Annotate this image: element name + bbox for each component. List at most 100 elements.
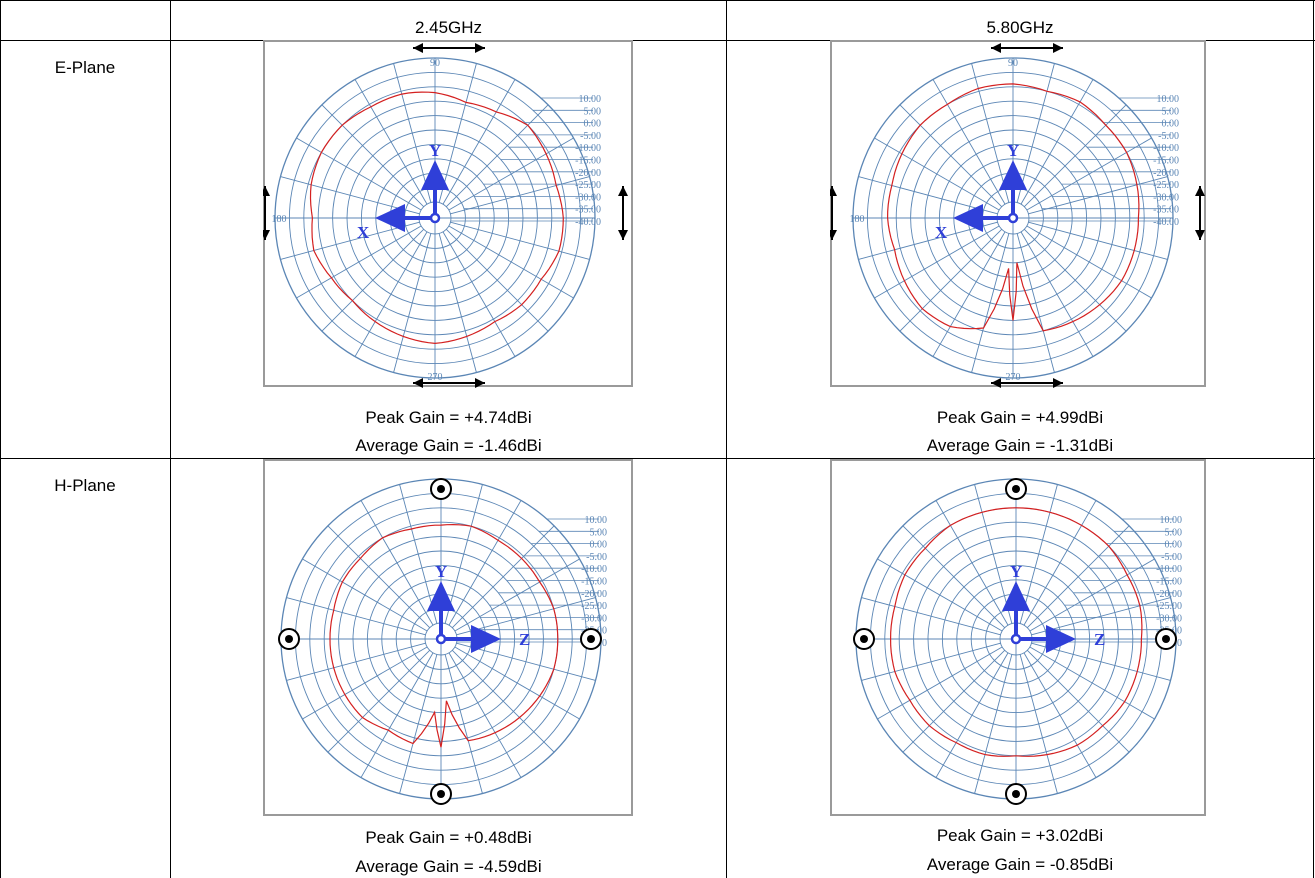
plot1-origin-marker (1007, 212, 1019, 224)
plot3-z-axis-arrowhead (1046, 625, 1076, 653)
plot1-polarization-arrow-top-head-a (1053, 43, 1063, 53)
polar-plot-e-plane-5-80ghz: 10.005.00 0.00-5.00-10.00 -15.00-20.00-25.… (830, 40, 1206, 388)
plot0-ring (317, 100, 553, 336)
peak-gain-e-2-45: Peak Gain = +4.74dBi (365, 408, 532, 427)
plot1-radial-tick-label: -20.00 (1153, 168, 1179, 179)
row-label-e-plane: E-Plane (54, 58, 116, 77)
plot2-ring (352, 550, 530, 728)
plot1-ring (881, 86, 1145, 350)
plot3-radial-tick-label: -25.00 (1156, 601, 1182, 612)
polar-plot-h-plane-5-80ghz: 10.005.00 0.00-5.00-10.00 -15.00-20.00-25.… (830, 459, 1206, 816)
plot1-radial-tick-label: 10.00 (1157, 94, 1180, 105)
plot1-radial-tick-label: -35.00 (1153, 205, 1179, 216)
plot0-radial-tick-label: -10.00 (575, 143, 601, 154)
plot0-radial-tick-label: 10.00 (579, 94, 602, 105)
plot3-origin-marker (1010, 633, 1022, 645)
plot0-polarization-arrow-top-head-a (475, 43, 485, 53)
plot3-axis-label-z: Z (1094, 630, 1105, 649)
polar-plot-h-plane-2-45ghz: 10.005.00 0.00-5.00-10.00 -15.00-20.00-25.… (263, 459, 633, 816)
plot2-radial-tick-label: -10.00 (581, 564, 607, 575)
plot0-radial-tick-label: -15.00 (575, 156, 601, 167)
plot2-radial-tick-label: -20.00 (581, 589, 607, 600)
plot0-polarization-arrow-bottom-head-b (413, 378, 423, 388)
plot3-polarization-dot-right-center (1162, 635, 1170, 643)
plot2-polarization-dot-top-center (437, 485, 445, 493)
plot0-ring (288, 71, 582, 365)
plot3-axis-label-y: Y (1010, 562, 1022, 581)
plot1-ring (924, 129, 1102, 307)
plot0-radial-tick-label: -40.00 (575, 217, 601, 228)
plot3-radial-tick-label: 0.00 (1165, 540, 1183, 551)
peak-gain-e-5-80: Peak Gain = +4.99dBi (936, 408, 1104, 427)
plot0-angle-label-270: 270 (428, 372, 443, 383)
plot0-ring (332, 115, 538, 321)
plot1-frame (830, 40, 1206, 387)
plot1-ring (852, 57, 1174, 379)
column-header-5-80ghz: 5.80GHz (986, 18, 1054, 37)
plot1-polarization-arrow-bottom-head-b (991, 378, 1001, 388)
polar-plot-e-plane-2-45ghz: 10.005.00 0.00-5.00-10.00 -15.00-20.00-25.… (263, 40, 633, 388)
plot1-x-axis-arrowhead (953, 204, 983, 232)
plot1-ring (895, 100, 1131, 336)
plot1-polarization-arrow-bottom-head-a (1053, 378, 1063, 388)
plot1-polarization-arrow-top-head-b (991, 43, 1001, 53)
plot2-ring (309, 507, 573, 771)
plot2-axis-label-z: Z (519, 630, 530, 649)
plot3-ring (927, 550, 1105, 728)
average-gain-h-2-45: Average Gain = -4.59dBi (355, 857, 542, 876)
plot0-ring (360, 143, 510, 293)
plot3-polarization-dot-top-center (1012, 485, 1020, 493)
plot2-radial-tick-label: -15.00 (581, 577, 607, 588)
plot0-x-axis-arrowhead (375, 204, 405, 232)
plot1-radial-tick-label: 0.00 (1162, 119, 1180, 130)
plot0-ring (274, 57, 596, 379)
plot1-angle-label-180: 180 (850, 214, 865, 225)
plot0-polarization-arrow-top-head-b (413, 43, 423, 53)
plot0-axis-label-x: X (357, 223, 370, 242)
plot3-y-axis-arrowhead (1002, 581, 1030, 611)
plot1-axis-label-y: Y (1007, 141, 1019, 160)
plot2-z-axis-arrowhead (471, 625, 501, 653)
plot3-polarization-dot-left-center (860, 635, 868, 643)
plot0-radial-tick-label: -5.00 (580, 131, 601, 142)
plot3-radial-tick-label: 10.00 (1160, 515, 1183, 526)
plot1-polarization-arrow-right-head-b (1195, 186, 1205, 196)
average-gain-e-5-80: Average Gain = -1.31dBi (926, 436, 1114, 455)
plot0-radial-tick-label: 5.00 (584, 106, 602, 117)
plot0-polarization-arrow-left-head-a (263, 230, 270, 240)
plot2-radial-tick-label: 5.00 (590, 527, 608, 538)
plot3-radial-tick-label: -30.00 (1156, 613, 1182, 624)
plot3-pattern-trace-0 (889, 507, 1143, 757)
peak-gain-h-2-45: Peak Gain = +0.48dBi (365, 828, 532, 847)
plot3-polarization-dot-bottom-center (1012, 790, 1020, 798)
plot3-radial-tick-label: 5.00 (1165, 527, 1183, 538)
plot2-radial-tick-label: -30.00 (581, 613, 607, 624)
plot1-radial-tick-label: -15.00 (1153, 156, 1179, 167)
plot1-axis-label-x: X (935, 223, 948, 242)
plot2-radial-tick-label: 0.00 (590, 540, 608, 551)
plot1-radial-tick-label: -30.00 (1153, 192, 1179, 203)
plot2-y-axis-arrowhead (427, 581, 455, 611)
plot0-polarization-arrow-left-head-b (263, 186, 270, 196)
plot1-angle-label-270: 270 (1006, 372, 1021, 383)
plot0-polarization-arrow-bottom-head-a (475, 378, 485, 388)
plot2-ring (366, 564, 516, 714)
plot0-angle-label-90: 90 (430, 58, 440, 69)
plot2-ring (338, 536, 544, 742)
plot1-y-axis-arrowhead (999, 160, 1027, 190)
plot0-ring (303, 86, 567, 350)
plot0-ring (346, 129, 524, 307)
plot2-polarization-dot-left-center (285, 635, 293, 643)
plot2-radial-tick-label: 10.00 (585, 515, 608, 526)
plot2-radial-tick-label: -5.00 (586, 552, 607, 563)
plot1-radial-tick-label: -5.00 (1158, 131, 1179, 142)
plot1-radial-tick-label: -25.00 (1153, 180, 1179, 191)
plot1-ring (938, 143, 1088, 293)
plot1-radial-tick-label: -10.00 (1153, 143, 1179, 154)
plot0-angle-label-180: 180 (272, 214, 287, 225)
plot1-pattern-trace-0 (886, 83, 1140, 332)
plot2-origin-marker (435, 633, 447, 645)
plot2-polarization-dot-bottom-center (437, 790, 445, 798)
average-gain-e-2-45: Average Gain = -1.46dBi (355, 436, 542, 455)
plot0-polarization-arrow-right-head-a (618, 230, 628, 240)
